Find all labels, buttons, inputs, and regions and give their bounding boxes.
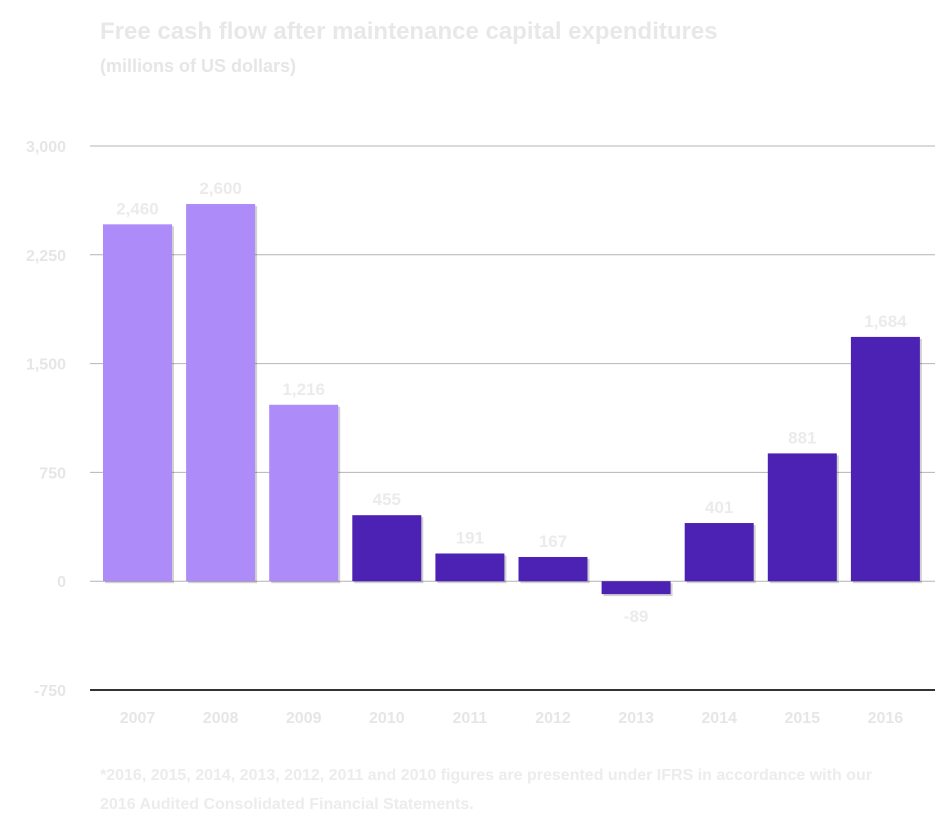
bar-value-label: 1,684 xyxy=(864,312,907,331)
bar xyxy=(435,553,505,582)
chart-footnote: *2016, 2015, 2014, 2013, 2012, 2011 and … xyxy=(100,767,872,813)
x-tick-label: 2016 xyxy=(868,710,904,727)
bar xyxy=(518,556,588,582)
y-tick-label: 2,250 xyxy=(26,248,66,265)
bar-value-label: 455 xyxy=(373,490,401,509)
bar-value-labels: 2,460 2,600 1,216 455 191 167 -89 401 881 1,684 xyxy=(116,179,907,626)
bar-value-label: -89 xyxy=(624,607,649,626)
y-tick-label: -750 xyxy=(34,683,66,700)
bar xyxy=(103,224,172,582)
chart-subtitle: (millions of US dollars) xyxy=(100,56,297,76)
bar xyxy=(186,204,256,582)
bar xyxy=(850,336,920,582)
bar-value-label: 2,460 xyxy=(116,199,159,218)
bars xyxy=(103,204,922,597)
chart-title: Free cash flow after maintenance capital… xyxy=(100,18,718,45)
x-tick-label: 2014 xyxy=(701,710,737,727)
bar-value-label: 401 xyxy=(705,498,733,517)
x-tick-label: 2011 xyxy=(453,710,488,727)
x-tick-label: 2007 xyxy=(120,710,156,727)
bar-value-label: 1,216 xyxy=(282,380,325,399)
y-axis-tick-labels: 3,000 2,250 1,500 750 0 -750 xyxy=(26,139,66,700)
y-tick-label: 1,500 xyxy=(26,357,66,374)
bar xyxy=(601,581,671,595)
bar xyxy=(767,453,837,582)
x-tick-label: 2013 xyxy=(618,710,654,727)
x-tick-label: 2012 xyxy=(535,710,571,727)
bar xyxy=(684,523,754,582)
x-tick-label: 2009 xyxy=(286,710,322,727)
bar-value-label: 167 xyxy=(539,532,567,551)
y-tick-label: 3,000 xyxy=(26,139,66,156)
x-axis-tick-labels: 2007 2008 2009 2010 2011 2012 2013 2014 2015 2016 xyxy=(120,710,904,727)
x-tick-label: 2015 xyxy=(785,710,821,727)
y-tick-label: 750 xyxy=(39,465,66,482)
x-tick-label: 2010 xyxy=(369,710,405,727)
bar-value-label: 191 xyxy=(456,528,484,547)
bar-value-label: 881 xyxy=(788,428,816,447)
bar xyxy=(269,404,339,582)
y-tick-label: 0 xyxy=(57,574,66,591)
bar xyxy=(352,515,422,582)
x-tick-label: 2008 xyxy=(203,710,239,727)
bar-value-label: 2,600 xyxy=(199,179,242,198)
